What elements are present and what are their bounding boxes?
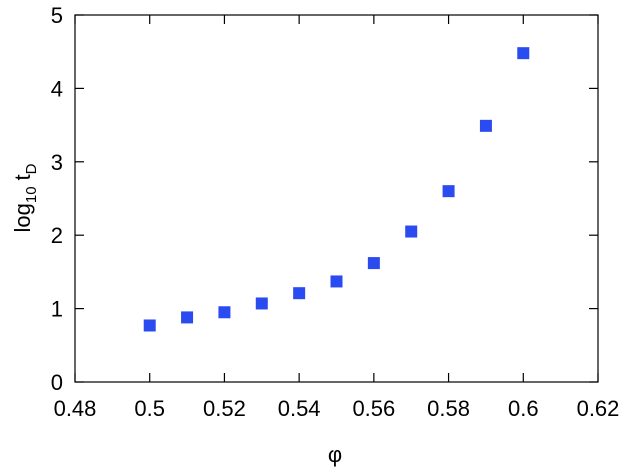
data-point	[143, 319, 156, 332]
data-point	[218, 306, 231, 319]
y-tick-label: 2	[51, 223, 63, 248]
data-point	[517, 47, 530, 60]
y-tick-label: 0	[51, 370, 63, 395]
data-point	[442, 185, 455, 198]
y-tick-label: 3	[51, 150, 63, 175]
y-axis-label: log10 tD	[10, 163, 40, 232]
y-label-base: log	[10, 203, 35, 232]
x-tick-label: 0.6	[508, 396, 539, 421]
x-tick-label: 0.52	[203, 396, 246, 421]
y-tick-label: 1	[51, 297, 63, 322]
x-tick-label: 0.56	[352, 396, 395, 421]
y-label-variable: t	[10, 174, 35, 180]
x-tick-label: 0.48	[54, 396, 97, 421]
data-point	[367, 257, 380, 270]
y-label-variable-subscript: D	[23, 163, 40, 174]
data-point	[405, 225, 418, 238]
data-point	[255, 297, 268, 310]
x-tick-label: 0.62	[577, 396, 620, 421]
y-tick-label: 5	[51, 3, 63, 28]
x-tick-label: 0.58	[427, 396, 470, 421]
plot-frame	[74, 14, 599, 383]
data-point	[181, 311, 194, 324]
data-point	[293, 287, 306, 300]
y-label-base-subscript: 10	[23, 186, 40, 203]
data-point	[479, 119, 492, 132]
x-tick-label: 0.54	[278, 396, 321, 421]
y-tick-label: 4	[51, 76, 63, 101]
x-tick-label: 0.5	[134, 396, 165, 421]
x-axis-label: φ	[328, 442, 342, 467]
data-point	[330, 275, 343, 288]
